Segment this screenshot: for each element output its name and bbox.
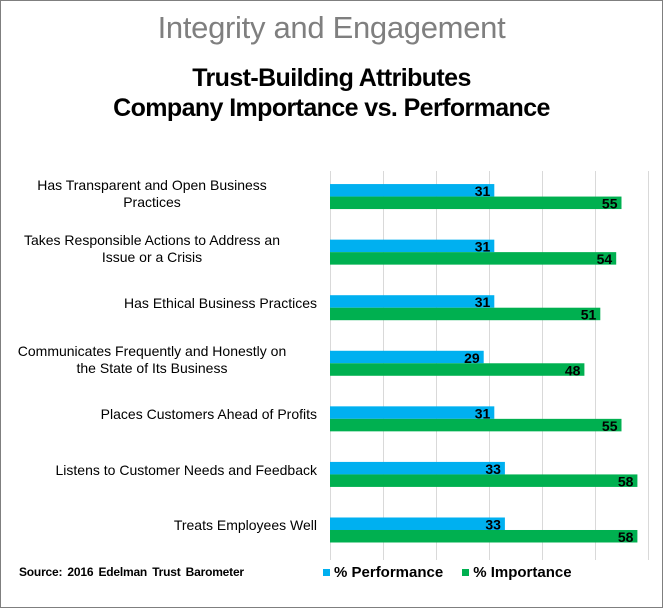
category-label: Has Ethical Business Practices <box>0 295 317 312</box>
source-note: Source: 2016 Edelman Trust Barometer <box>19 565 244 579</box>
legend-item-importance: % Importance <box>462 564 572 581</box>
category-label: Treats Employees Well <box>0 517 317 534</box>
category-label: Takes Responsible Actions to Address an I… <box>0 232 317 266</box>
data-label-performance: 31 <box>475 183 491 199</box>
category-label-line: Issue or a Crisis <box>101 249 203 266</box>
data-label-importance: 55 <box>602 418 618 434</box>
legend-swatch-performance <box>323 569 330 576</box>
category-label: Listens to Customer Needs and Feedback <box>0 462 317 479</box>
bar-performance <box>330 184 495 197</box>
category-label-line: Has Ethical Business Practices <box>124 295 317 312</box>
data-label-performance: 33 <box>485 461 501 477</box>
category-label-line: Listens to Customer Needs and Feedback <box>55 461 317 478</box>
data-label-performance: 31 <box>475 405 491 421</box>
data-label-importance: 58 <box>618 529 634 545</box>
chart-title-line-2: Company Importance vs. Performance <box>113 94 550 122</box>
legend-label-importance: % Importance <box>473 564 572 581</box>
category-label-line: Places Customers Ahead of Profits <box>100 406 317 423</box>
data-label-importance: 54 <box>597 251 613 267</box>
legend-swatch-importance <box>462 569 470 576</box>
data-label-performance: 31 <box>475 239 491 255</box>
category-label: Has Transparent and Open Business Practic… <box>0 177 317 211</box>
chart-title-line-1: Trust-Building Attributes <box>192 64 471 92</box>
data-label-performance: 31 <box>475 294 491 310</box>
bar-performance <box>330 350 484 364</box>
bar-importance <box>330 418 622 432</box>
bar-performance <box>330 295 495 308</box>
bar-performance <box>330 461 505 475</box>
supertitle: Integrity and Engagement <box>157 10 506 45</box>
bar-performance <box>330 517 505 530</box>
data-label-importance: 55 <box>602 196 618 212</box>
bar-importance <box>330 196 622 210</box>
bar-performance <box>330 239 495 253</box>
category-label-line: Communicates Frequently and Honestly on <box>17 343 287 360</box>
category-label-line: Treats Employees Well <box>173 517 317 534</box>
data-label-performance: 33 <box>485 516 501 532</box>
bar-importance <box>330 252 617 265</box>
category-label: Places Customers Ahead of Profits <box>0 406 317 423</box>
bar-importance <box>330 529 638 543</box>
bar-performance <box>330 406 495 419</box>
category-label-line: Takes Responsible Actions to Address an <box>23 232 281 249</box>
data-label-importance: 51 <box>581 307 597 323</box>
legend-label-performance: % Performance <box>334 564 444 581</box>
category-label-line: Practices <box>123 193 181 210</box>
bar-importance <box>330 307 601 321</box>
legend: % Performance % Importance <box>323 564 591 581</box>
category-label-line: the State of Its Business <box>76 360 228 377</box>
data-label-importance: 48 <box>565 362 581 378</box>
chart-title: Trust-Building Attributes Company Import… <box>0 63 663 123</box>
data-label-importance: 58 <box>618 473 634 489</box>
category-label: Communicates Frequently and Honestly on t… <box>0 343 317 377</box>
bar-importance <box>330 363 585 376</box>
data-label-performance: 29 <box>464 350 480 366</box>
category-label-line: Has Transparent and Open Business <box>37 176 267 193</box>
bar-importance <box>330 474 638 487</box>
legend-item-performance: % Performance <box>323 564 443 581</box>
